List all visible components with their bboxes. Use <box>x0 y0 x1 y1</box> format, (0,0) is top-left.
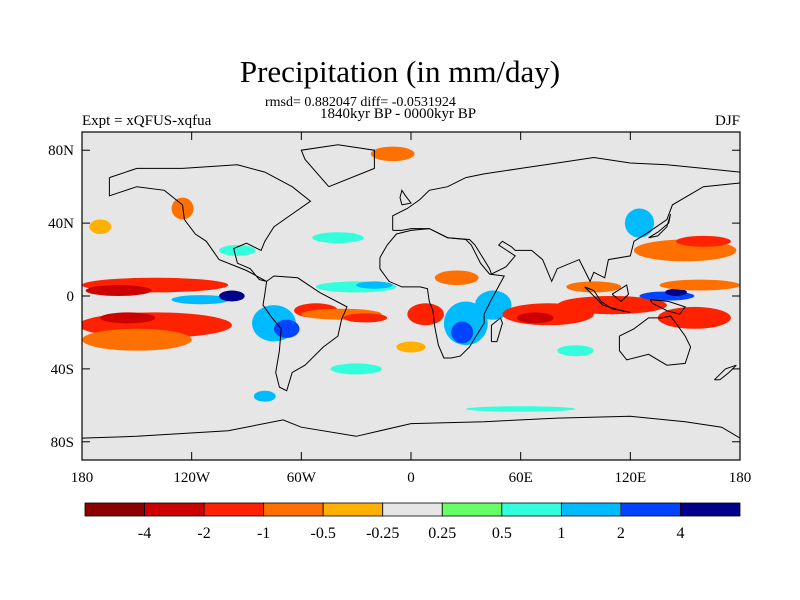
coastline <box>649 299 687 315</box>
colorbar-box <box>203 502 265 517</box>
anomaly-patch <box>474 290 512 320</box>
coastline <box>399 189 412 206</box>
coastline <box>262 275 348 392</box>
chart-title: Precipitation (in mm/day) <box>239 54 561 89</box>
anomaly-patch <box>517 312 554 324</box>
colorbar-label: -4 <box>138 525 151 542</box>
coastline <box>392 156 740 283</box>
anomaly-patch <box>85 285 152 296</box>
colorbar-label: 4 <box>676 525 684 542</box>
coastline <box>618 315 692 366</box>
colorbar-label: 1 <box>557 525 565 542</box>
coastlines <box>82 144 740 439</box>
colorbar-box <box>322 502 384 517</box>
colorbar-box <box>680 502 741 517</box>
coastline <box>108 164 312 282</box>
anomaly-patch <box>171 295 231 305</box>
stats-line: rmsd= 0.882047 diff= -0.0531924 <box>265 95 456 110</box>
anomaly-patch <box>557 296 667 315</box>
anomaly-patch <box>665 288 687 296</box>
anomaly-patch <box>330 363 382 375</box>
anomaly-patch <box>557 345 594 357</box>
x-tick-label: 60W <box>287 470 317 486</box>
x-tick-label: 180 <box>71 470 94 486</box>
experiment-label: Expt = xQFUS-xqfua <box>82 113 212 129</box>
y-tick-label: 80S <box>51 435 74 451</box>
anomaly-patch <box>219 244 256 256</box>
anomaly-patch <box>451 321 474 344</box>
anomaly-patch <box>434 270 479 286</box>
y-tick-label: 40S <box>51 362 74 378</box>
x-tick-label: 0 <box>407 470 415 486</box>
coastline <box>611 284 630 303</box>
colorbar-label: -0.25 <box>366 525 399 542</box>
anomaly-patch <box>219 290 245 302</box>
colorbar-label: 2 <box>617 525 625 542</box>
y-tick-label: 40N <box>48 216 74 232</box>
colorbar-box <box>263 502 324 517</box>
anomaly-patch <box>100 312 156 324</box>
anomaly-patch <box>370 146 415 162</box>
anomaly-patch <box>624 208 655 238</box>
colorbar-label: 0.25 <box>428 525 456 542</box>
coastline <box>379 228 505 359</box>
colorbar-label: -0.5 <box>311 525 336 542</box>
x-tick-label: 120E <box>614 470 646 486</box>
x-tick-label: 60E <box>509 470 533 486</box>
coastline <box>584 286 631 313</box>
anomaly-patch <box>407 303 444 326</box>
coastline <box>490 317 503 343</box>
y-tick-label: 0 <box>67 289 75 305</box>
period-line: 1840kyr BP - 0000kyr BP <box>320 106 477 122</box>
anomaly-patch <box>676 235 731 247</box>
anomaly-patch <box>356 281 393 289</box>
anomaly-patch <box>659 279 740 291</box>
anomaly-patch <box>465 406 576 412</box>
coastline <box>300 144 375 188</box>
season-label: DJF <box>714 113 740 129</box>
coastline <box>82 415 740 439</box>
colorbar-box <box>441 502 503 517</box>
colorbar-label: -1 <box>257 525 270 542</box>
coastline <box>648 213 671 239</box>
colorbar-box <box>501 502 562 517</box>
anomaly-patch <box>312 232 364 244</box>
anomaly-patch <box>566 281 622 293</box>
anomaly-patch <box>82 328 192 351</box>
anomaly-patch <box>253 390 276 402</box>
colorbar-box <box>382 502 443 517</box>
anomaly-field <box>82 146 740 412</box>
anomaly-patch <box>273 319 300 338</box>
colorbar-box <box>560 502 622 517</box>
colorbar-box <box>144 502 205 517</box>
anomaly-patch <box>343 313 388 323</box>
colorbar-box <box>620 502 681 517</box>
anomaly-patch <box>396 341 426 353</box>
colorbar-box <box>84 502 145 517</box>
colorbar-label: 0.5 <box>492 525 512 542</box>
colorbar-label: -2 <box>197 525 210 542</box>
x-tick-label: 180 <box>729 470 752 486</box>
anomaly-patch <box>89 219 112 235</box>
y-tick-label: 80N <box>48 143 74 159</box>
x-tick-label: 120W <box>173 470 211 486</box>
